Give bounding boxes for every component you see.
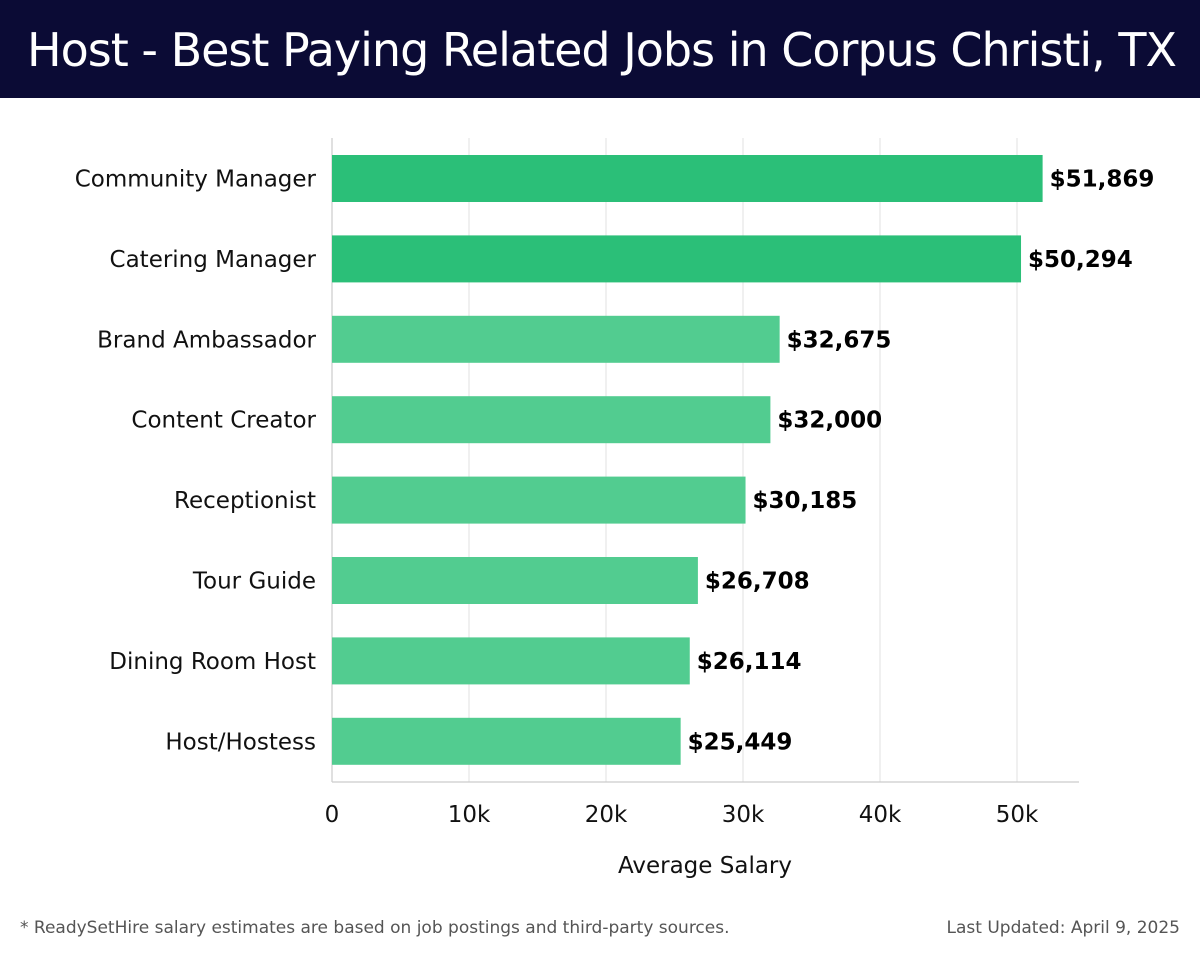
footnote: * ReadySetHire salary estimates are base… (20, 918, 730, 938)
category-label-8: Host/Hostess (165, 729, 316, 755)
x-tick-label-3: 30k (722, 802, 765, 828)
value-label-1: $51,869 (1050, 167, 1155, 193)
bar-5 (332, 476, 746, 524)
last-updated: Last Updated: April 9, 2025 (946, 918, 1180, 938)
value-label-5: $30,185 (753, 488, 858, 514)
category-label-4: Content Creator (131, 408, 316, 434)
category-label-2: Catering Manager (110, 247, 317, 273)
page-title: Host - Best Paying Related Jobs in Corpu… (27, 23, 1177, 77)
value-label-6: $26,708 (705, 569, 810, 595)
bar-7 (332, 637, 690, 685)
value-label-7: $26,114 (697, 649, 802, 675)
x-tick-label-2: 20k (585, 802, 628, 828)
bar-2 (332, 235, 1022, 283)
bar-3 (332, 315, 780, 363)
category-label-6: Tour Guide (192, 569, 316, 595)
category-label-7: Dining Room Host (109, 649, 316, 675)
bar-6 (332, 557, 698, 604)
category-label-3: Brand Ambassador (97, 327, 316, 353)
x-tick-label-5: 50k (996, 802, 1039, 828)
value-label-3: $32,675 (787, 327, 892, 353)
title-bar: Host - Best Paying Related Jobs in Corpu… (0, 0, 1200, 98)
x-axis-title: Average Salary (618, 853, 792, 879)
bar-4 (332, 396, 771, 444)
bar-1 (332, 155, 1043, 202)
value-label-8: $25,449 (688, 729, 793, 755)
value-label-2: $50,294 (1028, 247, 1133, 273)
category-label-1: Community Manager (75, 167, 317, 193)
salary-bar-chart: Community Manager $51,869 Catering Manager… (75, 138, 1155, 879)
x-tick-label-1: 10k (448, 802, 491, 828)
category-label-5: Receptionist (174, 488, 316, 514)
value-label-4: $32,000 (777, 408, 882, 434)
x-tick-label-4: 40k (859, 802, 902, 828)
x-tick-label-0: 0 (325, 802, 340, 828)
bar-8 (332, 717, 681, 765)
